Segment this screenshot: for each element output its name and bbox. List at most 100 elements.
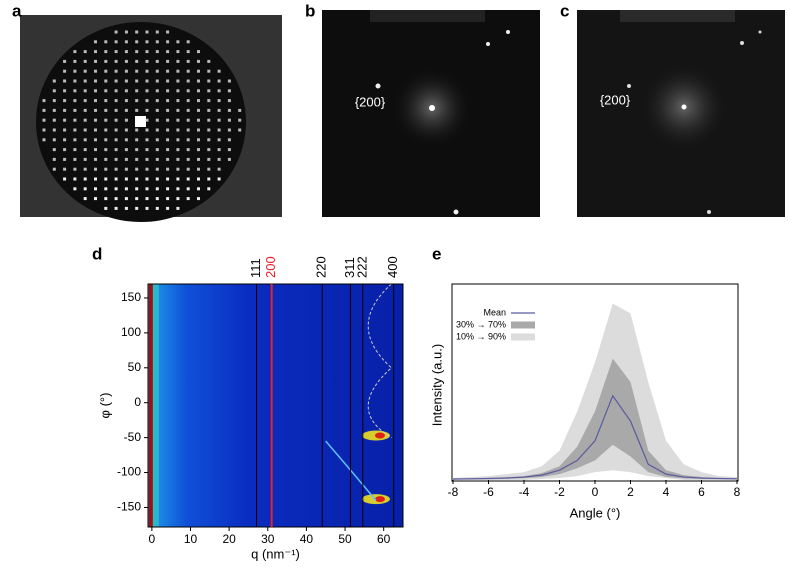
- spot: [94, 50, 97, 54]
- spot: [42, 118, 46, 122]
- spot: [135, 177, 139, 181]
- spot: [186, 40, 190, 44]
- spot: [63, 148, 67, 152]
- spot: [104, 148, 108, 152]
- spot: [124, 59, 128, 63]
- spot: [217, 157, 221, 161]
- spot: [740, 41, 744, 45]
- spot: [104, 50, 108, 54]
- spot: [145, 177, 149, 181]
- spot: [197, 157, 200, 161]
- hot-core: [374, 432, 385, 439]
- spot: [104, 187, 108, 191]
- spot: [124, 50, 128, 54]
- spot: [63, 138, 67, 142]
- spot: [197, 187, 200, 191]
- reflection-label: 200: [263, 256, 278, 278]
- spot: [217, 118, 221, 122]
- spot: [176, 138, 180, 142]
- spot: [207, 69, 211, 73]
- spot: [197, 108, 200, 112]
- spot: [94, 59, 97, 63]
- spot: [166, 69, 170, 73]
- spot: [52, 128, 56, 132]
- x-tick-label: 0: [592, 485, 599, 499]
- spot: [114, 148, 118, 152]
- spot: [506, 30, 510, 34]
- spot: [186, 69, 190, 73]
- spot: [207, 138, 211, 142]
- spot: [124, 118, 128, 122]
- spot: [73, 79, 77, 83]
- spot: [104, 167, 108, 171]
- spot: [166, 167, 170, 171]
- spot: [83, 128, 87, 132]
- x-tick-label: 30: [261, 532, 275, 546]
- spot: [217, 177, 221, 181]
- spot: [135, 108, 139, 112]
- spot: [145, 167, 149, 171]
- spot: [94, 69, 97, 73]
- spot: [73, 118, 77, 122]
- spot: [104, 138, 108, 142]
- spot: [176, 148, 180, 152]
- spot: [227, 157, 231, 161]
- spot: [63, 167, 67, 171]
- spot: [94, 148, 97, 152]
- reflection-label: 111: [248, 258, 263, 278]
- spot: [83, 197, 87, 201]
- spot: [104, 177, 108, 181]
- spot: [83, 118, 87, 122]
- spot: [104, 197, 108, 201]
- x-tick-label: 8: [734, 485, 741, 499]
- mean-line: [452, 394, 738, 480]
- spot: [104, 128, 108, 132]
- spot: [176, 118, 180, 122]
- spot: [176, 79, 180, 83]
- spot: [135, 197, 139, 201]
- spot: [207, 89, 211, 93]
- x-tick-label: -6: [483, 485, 494, 499]
- spot: [114, 206, 118, 210]
- spot: [166, 108, 170, 112]
- spot: [124, 167, 128, 171]
- spot: [166, 157, 170, 161]
- spot: [227, 108, 231, 112]
- spot: [42, 99, 46, 103]
- spot: [176, 177, 180, 181]
- spot: [227, 99, 231, 103]
- spot: [73, 167, 77, 171]
- spot: [114, 50, 118, 54]
- spot: [104, 206, 108, 210]
- spot: [155, 197, 159, 201]
- spot: [155, 128, 159, 132]
- spot: [217, 99, 221, 103]
- spot: [155, 157, 159, 161]
- spot: [94, 177, 97, 181]
- legend-label: Mean: [483, 307, 506, 317]
- spot: [73, 177, 77, 181]
- spot: [197, 177, 200, 181]
- spot: [155, 99, 159, 103]
- spot: [114, 99, 118, 103]
- spot: [207, 187, 211, 191]
- spot: [197, 167, 200, 171]
- spot: [114, 157, 118, 161]
- spot: [63, 108, 67, 112]
- reflection-label: 400: [385, 256, 400, 278]
- spot: [124, 30, 128, 34]
- spot: [155, 50, 159, 54]
- spot: [124, 157, 128, 161]
- spot: [135, 138, 139, 142]
- spot: [155, 148, 159, 152]
- spot: [217, 108, 221, 112]
- spot: [135, 206, 139, 210]
- spot: [135, 99, 139, 103]
- spot: [145, 50, 149, 54]
- spot: [145, 118, 149, 122]
- spot: [145, 128, 149, 132]
- spot: [166, 177, 170, 181]
- panel-label: b: [305, 1, 315, 20]
- spot: [197, 128, 200, 132]
- spot: [186, 197, 190, 201]
